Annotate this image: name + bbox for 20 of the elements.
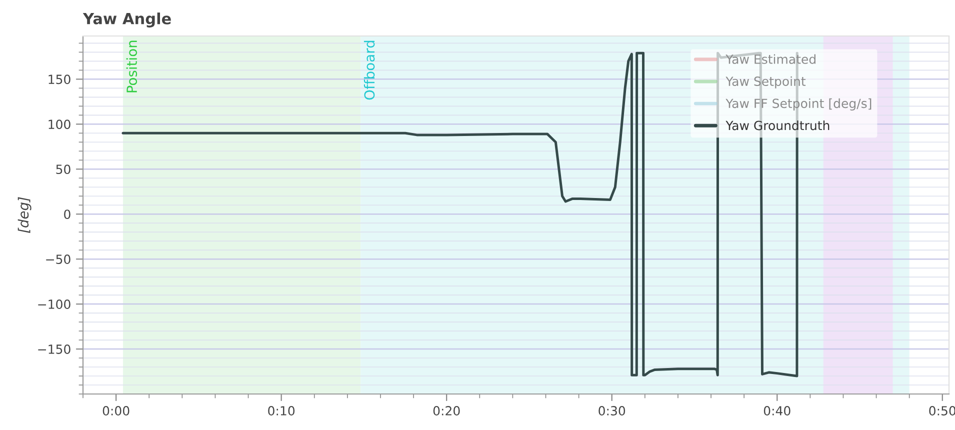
chart-title: Yaw Angle	[82, 12, 171, 28]
y-axis-title: [deg]	[18, 197, 32, 233]
band-label: Position	[126, 40, 138, 92]
legend-label: Yaw FF Setpoint [deg/s]	[726, 98, 872, 111]
legend-label: Yaw Groundtruth	[726, 120, 830, 130]
x-tick-label: 0:40	[764, 406, 790, 416]
legend-label: Yaw Setpoint	[726, 76, 806, 88]
x-tick-label: 0:30	[598, 406, 626, 416]
y-tick-label: 50	[56, 164, 70, 174]
y-tick-label: 100	[48, 120, 70, 130]
legend-label: Yaw Estimated	[726, 54, 816, 64]
band-label: Offboard	[364, 40, 375, 100]
x-tick-label: 0:20	[433, 406, 460, 416]
x-tick-label: 0:10	[268, 406, 295, 416]
y-tick-label: −150	[38, 344, 70, 354]
y-tick-label: −50	[46, 254, 70, 264]
y-tick-label: −100	[38, 300, 70, 309]
y-tick-label: 150	[48, 74, 70, 84]
y-tick-label: 0	[64, 210, 70, 220]
x-tick-label: 0:00	[102, 406, 130, 416]
